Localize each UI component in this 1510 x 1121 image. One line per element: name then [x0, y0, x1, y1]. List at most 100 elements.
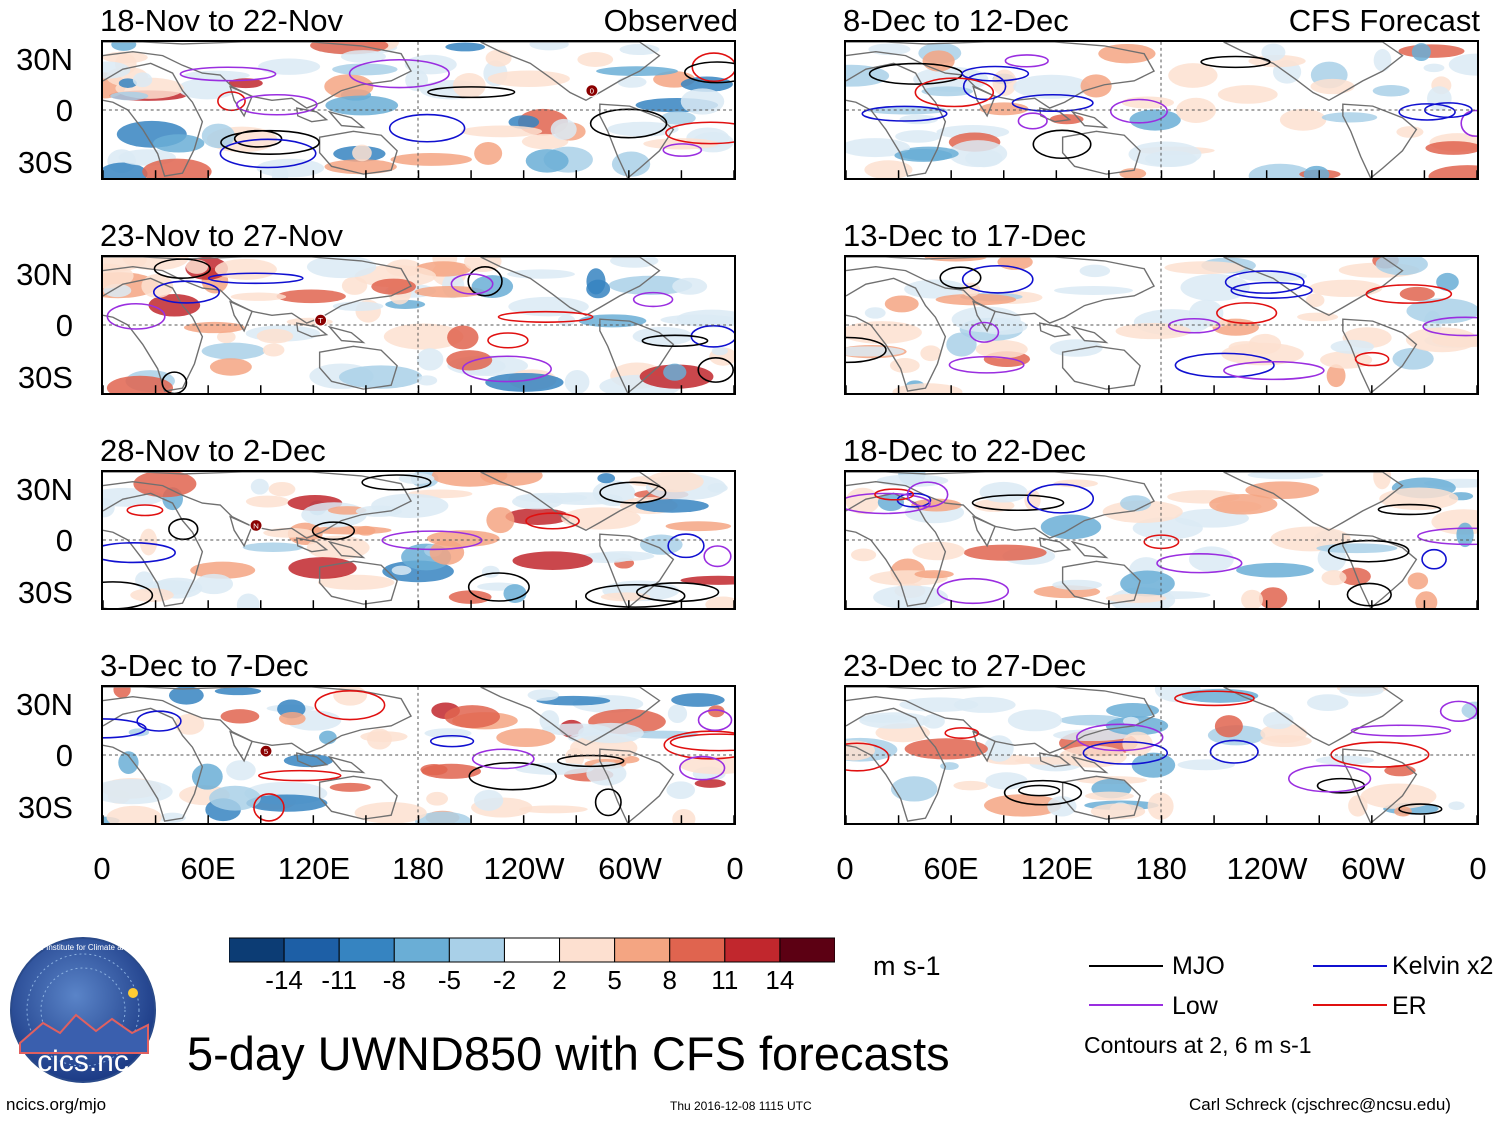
anomaly-shading [921, 86, 973, 97]
anomaly-shading [873, 585, 949, 608]
anomaly-shading [557, 314, 576, 327]
anomaly-shading [1106, 703, 1160, 718]
panel-title-1: 18-Nov to 22-Nov [100, 3, 343, 38]
contour-line [217, 91, 246, 112]
anomaly-shading [414, 285, 485, 298]
colorbar-swatch [393, 937, 450, 963]
contour-line [906, 481, 949, 508]
anomaly-shading [103, 61, 131, 79]
contour-line [632, 291, 674, 308]
anomaly-shading [332, 63, 398, 76]
anomaly-shading [245, 495, 290, 508]
anomaly-shading [1053, 479, 1099, 488]
contour-line [1230, 281, 1313, 299]
anomaly-shading [133, 472, 197, 498]
contour-line [1109, 98, 1168, 124]
anomaly-shading [1120, 495, 1152, 512]
anomaly-shading [142, 158, 212, 178]
contour-line [388, 113, 466, 143]
coastline [846, 257, 1156, 324]
anomaly-shading [1024, 489, 1041, 511]
anomaly-shading [846, 64, 890, 87]
anomaly-shading [617, 76, 647, 88]
contour-line [152, 280, 220, 304]
anomaly-shading [527, 689, 560, 701]
contour-line [136, 710, 182, 732]
colorbar-units: m s-1 [873, 951, 941, 981]
anomaly-shading [1176, 97, 1216, 124]
contour-line [1003, 779, 1083, 806]
colorbar-label: 5 [607, 965, 622, 995]
anomaly-shading [110, 91, 149, 101]
anomaly-shading [1262, 711, 1294, 730]
coastline [1070, 540, 1109, 559]
anomaly-shading [1456, 522, 1474, 548]
anomaly-shading [447, 325, 479, 350]
anomaly-shading [452, 72, 486, 99]
anomaly-shading [209, 785, 261, 811]
anomaly-shading [1316, 543, 1398, 554]
lon-label-180: 180 [392, 851, 444, 886]
anomaly-shading [1123, 716, 1139, 726]
coastline [1038, 322, 1072, 338]
contour-line [1422, 316, 1477, 337]
contour-line [594, 788, 622, 817]
contour-line [948, 355, 1025, 374]
coastline [972, 85, 996, 118]
anomaly-shading [1131, 752, 1176, 778]
contour-line [361, 474, 432, 491]
anomaly-shading [1247, 472, 1324, 480]
lon-label-60w: 60W [598, 851, 662, 886]
contour-line [691, 52, 734, 83]
contour-line [641, 334, 709, 347]
anomaly-shading [1405, 327, 1477, 353]
storm-marker: N [249, 519, 263, 532]
colorbar-label: 14 [765, 965, 795, 995]
coastline [1061, 560, 1141, 605]
coastline [972, 515, 996, 548]
contour-line [1174, 352, 1275, 378]
coastline [846, 277, 947, 392]
anomaly-shading [1128, 141, 1202, 167]
contour-line [1365, 284, 1453, 304]
contour-line [103, 581, 154, 608]
panel-title-6: 13-Dec to 17-Dec [843, 218, 1086, 253]
anomaly-shading [113, 687, 131, 698]
anomaly-shading [106, 805, 162, 823]
anomaly-shading [278, 711, 306, 726]
anomaly-shading [391, 565, 412, 575]
legend-label-er: ER [1392, 992, 1427, 1020]
coastline [480, 472, 661, 532]
anomaly-shading [1360, 783, 1437, 809]
contour-line [258, 769, 342, 782]
contour-line [667, 533, 705, 559]
anomaly-shading [707, 483, 728, 493]
contour-line [1350, 724, 1452, 737]
coastline [103, 62, 204, 177]
lon-label-120e: 120E [1020, 851, 1094, 886]
anomaly-shading [672, 277, 708, 295]
anomaly-shading [597, 473, 616, 484]
anomaly-shading [236, 593, 260, 608]
anomaly-shading [1105, 593, 1167, 603]
contour-line [1017, 112, 1048, 130]
contour-line [126, 504, 164, 517]
anomaly-shading [1379, 487, 1459, 511]
lon-label-120e: 120E [277, 851, 351, 886]
anomaly-shading [518, 805, 588, 814]
anomaly-shading [672, 809, 696, 823]
lon-label-0: 0 [93, 851, 111, 886]
colorbar-swatch [559, 937, 616, 963]
contour-line [697, 709, 733, 732]
map-panel-3: N [101, 470, 736, 610]
contour-line [497, 310, 594, 323]
anomaly-shading [979, 481, 1028, 503]
contour-line [969, 321, 1000, 343]
footer-url[interactable]: ncics.org/mjo [6, 1095, 107, 1114]
anomaly-shading [1326, 364, 1346, 388]
anomaly-shading [899, 114, 939, 125]
anomaly-shading [288, 557, 357, 579]
contour-line [1354, 351, 1390, 367]
anomaly-shading [474, 789, 504, 811]
anomaly-shading [913, 66, 989, 92]
